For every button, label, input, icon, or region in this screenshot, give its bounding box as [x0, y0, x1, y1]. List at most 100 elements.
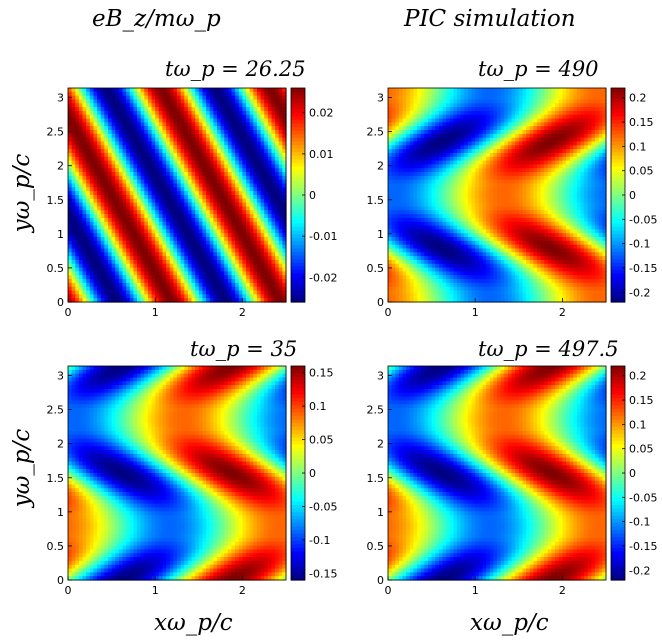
heatmap-cell	[438, 130, 444, 135]
heatmap-cell	[97, 149, 102, 154]
heatmap-cell	[457, 99, 462, 104]
heatmap-cell	[271, 248, 276, 253]
heatmap-cell	[278, 267, 283, 273]
heatmap-cell	[115, 110, 120, 116]
heatmap-cell	[177, 217, 182, 223]
heatmap-cell	[482, 137, 487, 143]
heatmap-cell	[216, 244, 222, 250]
heatmap-cell	[249, 99, 254, 104]
heatmap-cell	[166, 282, 171, 288]
heatmap-cell	[115, 107, 120, 112]
heatmap-cell	[235, 133, 240, 139]
heatmap-cell	[220, 164, 225, 169]
heatmap-cell	[224, 107, 229, 112]
heatmap-cell	[478, 126, 484, 131]
heatmap-cell	[478, 175, 484, 181]
heatmap-cell	[177, 294, 182, 299]
colorbar-swatch	[291, 152, 305, 157]
heatmap-cell	[438, 91, 444, 97]
heatmap-cell	[195, 286, 200, 292]
heatmap-cell	[264, 237, 269, 242]
heatmap-cell	[242, 248, 247, 253]
heatmap-cell	[249, 137, 254, 143]
heatmap-cell	[522, 179, 527, 185]
heatmap-cell	[417, 160, 422, 166]
heatmap-cell	[529, 160, 534, 166]
heatmap-cell	[191, 122, 196, 127]
heatmap-cell	[420, 149, 425, 154]
heatmap-cell	[104, 195, 109, 200]
heatmap-cell	[220, 118, 225, 123]
heatmap-cell	[144, 187, 149, 192]
heatmap-cell	[235, 279, 240, 284]
heatmap-cell	[227, 175, 233, 181]
heatmap-cell	[162, 149, 167, 154]
heatmap-cell	[260, 259, 265, 265]
heatmap-cell	[86, 263, 91, 269]
heatmap-cell	[191, 198, 196, 204]
heatmap-cell	[184, 259, 189, 265]
heatmap-cell	[177, 271, 182, 276]
heatmap-cell	[442, 118, 447, 123]
heatmap-cell	[278, 225, 283, 230]
heatmap-cell	[97, 122, 102, 127]
heatmap-cell	[198, 279, 204, 284]
heatmap-cell	[442, 160, 447, 166]
heatmap-cell	[100, 271, 105, 276]
heatmap-cell	[253, 133, 258, 139]
heatmap-cell	[540, 164, 545, 169]
heatmap-cell	[482, 133, 487, 139]
heatmap-cell	[515, 179, 520, 185]
heatmap-cell	[118, 221, 124, 227]
heatmap-cell	[275, 256, 280, 261]
heatmap-cell	[195, 130, 200, 135]
heatmap-cell	[104, 225, 109, 230]
heatmap-cell	[151, 252, 156, 257]
heatmap-cell	[246, 225, 251, 230]
heatmap-cell	[464, 103, 469, 108]
heatmap-cell	[591, 137, 596, 143]
heatmap-cell	[246, 99, 251, 104]
heatmap-cell	[75, 271, 80, 276]
heatmap-cell	[118, 141, 124, 146]
heatmap-cell	[202, 156, 207, 162]
y-tick-label: 0	[57, 296, 64, 309]
heatmap-cell	[398, 114, 404, 120]
heatmap-cell	[78, 114, 84, 120]
heatmap-cell	[598, 103, 603, 108]
heatmap-cell	[406, 164, 411, 169]
heatmap-cell	[413, 141, 418, 146]
heatmap-cell	[111, 172, 116, 177]
heatmap-cell	[555, 175, 560, 181]
heatmap-cell	[533, 164, 538, 169]
heatmap-cell	[111, 221, 116, 227]
heatmap-cell	[177, 114, 182, 120]
heatmap-cell	[253, 172, 258, 177]
heatmap-cell	[253, 225, 258, 230]
heatmap-cell	[100, 122, 105, 127]
heatmap-cell	[213, 271, 218, 276]
heatmap-cell	[417, 95, 422, 101]
heatmap-cell	[68, 233, 73, 238]
heatmap-cell	[278, 263, 283, 269]
heatmap-cell	[388, 156, 393, 162]
heatmap-cell	[104, 156, 109, 162]
heatmap-cell	[547, 137, 553, 143]
heatmap-cell	[191, 298, 196, 303]
heatmap-cell	[282, 237, 287, 242]
heatmap-cell	[173, 122, 178, 127]
heatmap-cell	[493, 168, 498, 173]
heatmap-cell	[278, 114, 283, 120]
heatmap-cell	[68, 263, 73, 269]
heatmap-cell	[86, 133, 91, 139]
heatmap-cell	[187, 156, 193, 162]
heatmap-cell	[169, 149, 174, 154]
heatmap-cell	[213, 179, 218, 185]
heatmap-cell	[216, 145, 222, 150]
heatmap-cell	[282, 195, 287, 200]
heatmap-cell	[187, 217, 193, 223]
heatmap-cell	[409, 172, 415, 177]
heatmap-cell	[177, 256, 182, 261]
heatmap-cell	[93, 137, 98, 143]
y-tick-label: 1	[57, 228, 64, 241]
